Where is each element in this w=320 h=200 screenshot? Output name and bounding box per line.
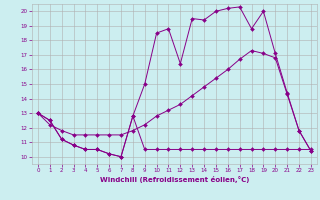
X-axis label: Windchill (Refroidissement éolien,°C): Windchill (Refroidissement éolien,°C): [100, 176, 249, 183]
